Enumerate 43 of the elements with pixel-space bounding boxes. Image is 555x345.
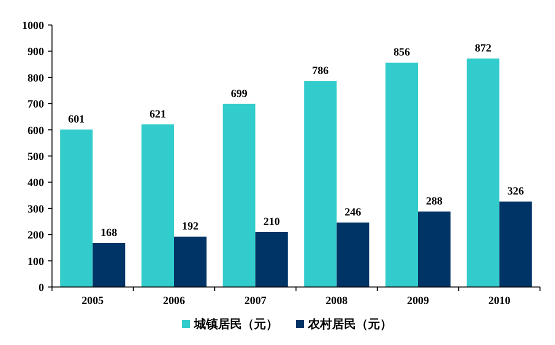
x-tick-label: 2009 (407, 295, 430, 307)
data-label: 192 (182, 220, 200, 233)
bar (466, 58, 500, 287)
y-tick-label: 800 (28, 72, 44, 84)
y-tick-label: 500 (28, 151, 44, 163)
data-label: 168 (100, 226, 118, 239)
y-tick-label: 300 (28, 203, 44, 216)
bar (60, 130, 93, 287)
legend-label: 城镇居民（元） (193, 317, 278, 331)
data-label: 621 (149, 108, 166, 120)
x-tick-label: 2006 (163, 295, 186, 307)
data-label: 326 (507, 186, 524, 198)
y-tick-label: 700 (28, 98, 44, 111)
bar (141, 124, 174, 287)
bar (255, 232, 288, 287)
y-tick-label: 600 (28, 124, 44, 137)
x-tick-label: 2007 (244, 295, 267, 307)
y-tick-label: 900 (28, 46, 44, 58)
x-tick-label: 2005 (82, 295, 104, 307)
bar (92, 242, 126, 287)
y-tick-label: 0 (38, 282, 44, 294)
bar (336, 222, 370, 287)
y-tick-label: 200 (28, 230, 44, 242)
data-label: 786 (312, 65, 330, 78)
bar (222, 104, 256, 287)
bar (418, 212, 451, 287)
data-label: 246 (344, 206, 362, 219)
y-tick-label: 100 (28, 256, 44, 268)
data-label: 872 (474, 42, 492, 55)
x-tick-label: 2008 (326, 295, 348, 307)
bar (385, 62, 418, 287)
data-label: 699 (230, 88, 248, 100)
y-tick-label: 400 (28, 177, 44, 190)
bar (304, 81, 337, 287)
data-label: 856 (393, 46, 410, 59)
bar (499, 202, 532, 287)
legend-label: 农村居民（元） (307, 317, 392, 331)
bar (174, 236, 207, 287)
data-label: 288 (426, 196, 444, 208)
data-label: 601 (68, 114, 85, 126)
data-label: 210 (263, 216, 280, 228)
x-tick-label: 2010 (488, 295, 511, 307)
y-tick-label: 1000 (22, 20, 44, 32)
